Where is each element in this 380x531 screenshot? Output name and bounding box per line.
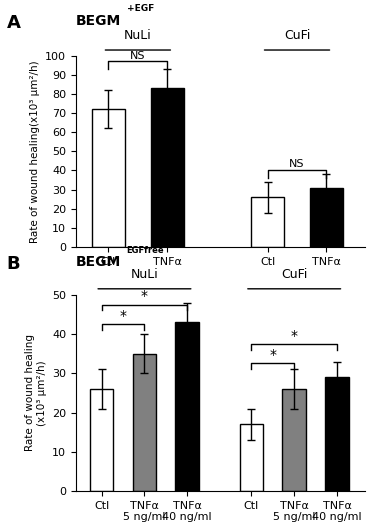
Bar <box>240 424 263 491</box>
Bar <box>310 187 343 247</box>
Bar <box>151 88 184 247</box>
Bar <box>133 354 156 491</box>
Bar <box>176 322 199 491</box>
Bar <box>325 377 349 491</box>
Text: *: * <box>291 329 298 342</box>
Bar <box>92 109 125 247</box>
Text: *: * <box>120 309 127 323</box>
Text: BEGM: BEGM <box>76 14 121 28</box>
Text: *: * <box>141 289 148 303</box>
Y-axis label: Rate of wound healing(x10³ μm²/h): Rate of wound healing(x10³ μm²/h) <box>30 60 40 243</box>
Bar <box>90 389 114 491</box>
Text: EGFfree: EGFfree <box>127 245 164 254</box>
Text: CuFi: CuFi <box>284 29 310 42</box>
Text: NuLi: NuLi <box>124 29 152 42</box>
Bar <box>251 197 284 247</box>
Text: +EGF: +EGF <box>127 4 154 13</box>
Text: B: B <box>7 255 20 273</box>
Text: NS: NS <box>130 50 146 61</box>
Bar <box>282 389 306 491</box>
Text: NS: NS <box>289 159 305 169</box>
Text: CuFi: CuFi <box>281 268 307 281</box>
Text: NuLi: NuLi <box>131 268 158 281</box>
Text: BEGM: BEGM <box>76 255 121 269</box>
Text: A: A <box>7 14 21 32</box>
Text: *: * <box>269 348 276 362</box>
Y-axis label: Rate of wound healing
(x10³ μm²/h): Rate of wound healing (x10³ μm²/h) <box>25 335 47 451</box>
